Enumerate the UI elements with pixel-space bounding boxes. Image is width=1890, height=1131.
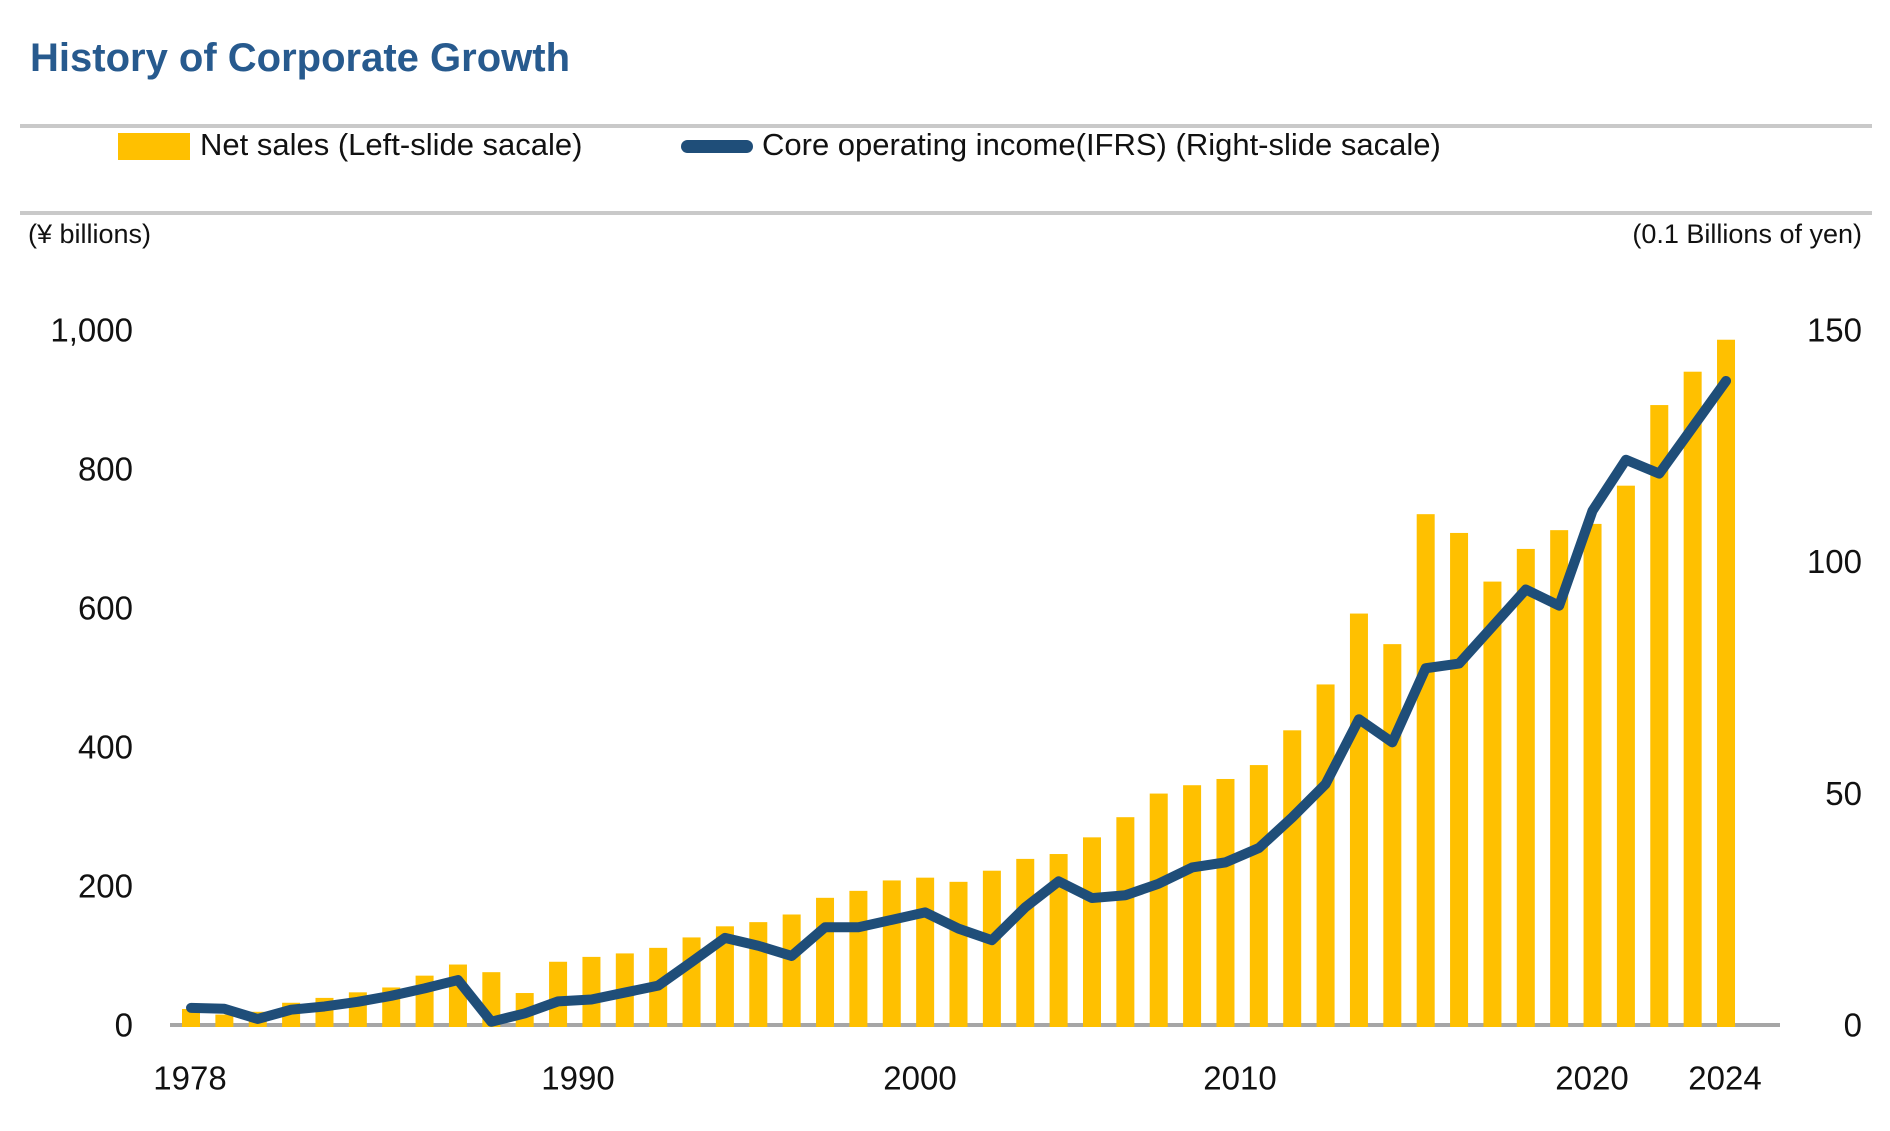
net-sales-legend-label: Net sales (Left-slide sacale)	[200, 127, 583, 162]
x-axis-tick-1978: 1978	[153, 1060, 226, 1097]
right-axis-tick-0: 0	[1844, 1007, 1862, 1044]
page-title: History of Corporate Growth	[30, 36, 571, 80]
net-sales-bar-1994	[715, 926, 734, 1027]
left-axis-unit-label: (¥ billions)	[28, 219, 152, 249]
net-sales-bar-2020	[1583, 523, 1602, 1027]
left-axis-tick-400: 400	[78, 729, 133, 766]
net-sales-bar-1997	[816, 897, 835, 1027]
net-sales-bar-2017	[1483, 581, 1502, 1027]
core-operating-income-legend-label: Core operating income(IFRS) (Right-slide…	[762, 127, 1441, 162]
net-sales-bar-2023	[1683, 371, 1702, 1027]
net-sales-bar-1998	[849, 890, 868, 1027]
net-sales-bar-1990	[582, 956, 601, 1027]
right-axis-tick-150: 150	[1807, 312, 1862, 349]
left-axis-tick-1,000: 1,000	[50, 312, 133, 349]
left-axis-tick-800: 800	[78, 451, 133, 488]
net-sales-bar-2021	[1616, 485, 1635, 1027]
net-sales-bar-1978	[182, 1009, 200, 1027]
net-sales-bar-1993	[682, 937, 701, 1027]
net-sales-bar-1989	[549, 961, 568, 1027]
net-sales-bar-2003	[1016, 858, 1035, 1027]
net-sales-bar-1996	[782, 914, 801, 1027]
net-sales-bar-2011	[1283, 730, 1302, 1027]
right-axis-unit-label: (0.1 Billions of yen)	[1632, 219, 1862, 249]
left-axis-tick-600: 600	[78, 590, 133, 627]
net-sales-bar-2004	[1049, 854, 1068, 1027]
net-sales-bar-2002	[982, 870, 1001, 1027]
net-sales-bar-2022	[1650, 405, 1669, 1027]
legend-separator	[20, 211, 1872, 215]
net-sales-bar-2010	[1249, 765, 1268, 1027]
net-sales-bar-2007	[1149, 793, 1168, 1027]
core-operating-income-legend-swatch	[681, 140, 753, 153]
net-sales-bar-2016	[1450, 532, 1469, 1027]
x-axis-tick-1990: 1990	[541, 1060, 614, 1097]
x-axis-tick-2010: 2010	[1203, 1060, 1276, 1097]
net-sales-bar-2001	[949, 881, 968, 1027]
x-axis-tick-2020: 2020	[1555, 1060, 1628, 1097]
net-sales-bar-2018	[1516, 548, 1535, 1027]
net-sales-bar-2008	[1183, 785, 1202, 1027]
x-axis-tick-2000: 2000	[883, 1060, 956, 1097]
net-sales-legend-swatch	[118, 133, 190, 160]
right-axis-tick-100: 100	[1807, 543, 1862, 580]
left-axis-tick-0: 0	[115, 1007, 133, 1044]
core-operating-income-line	[186, 375, 1732, 1027]
net-sales-bar-1999	[882, 880, 901, 1027]
net-sales-bar-1979	[215, 1014, 234, 1027]
title-separator	[20, 124, 1872, 128]
net-sales-bar-2015	[1416, 514, 1435, 1027]
net-sales-bar-2024	[1717, 339, 1736, 1028]
net-sales-bar-2006	[1116, 817, 1135, 1027]
net-sales-bar-2005	[1082, 837, 1101, 1027]
net-sales-bar-1995	[749, 922, 768, 1027]
net-sales-bar-2019	[1550, 530, 1569, 1027]
net-sales-bar-2012	[1316, 684, 1335, 1027]
x-axis-tick-2024: 2024	[1688, 1060, 1761, 1097]
right-axis-tick-50: 50	[1825, 775, 1862, 812]
net-sales-bar-2000	[916, 877, 935, 1027]
net-sales-bar-2013	[1349, 613, 1368, 1027]
net-sales-bar-2014	[1383, 644, 1402, 1027]
left-axis-tick-200: 200	[78, 868, 133, 905]
net-sales-bar-2009	[1216, 778, 1235, 1027]
